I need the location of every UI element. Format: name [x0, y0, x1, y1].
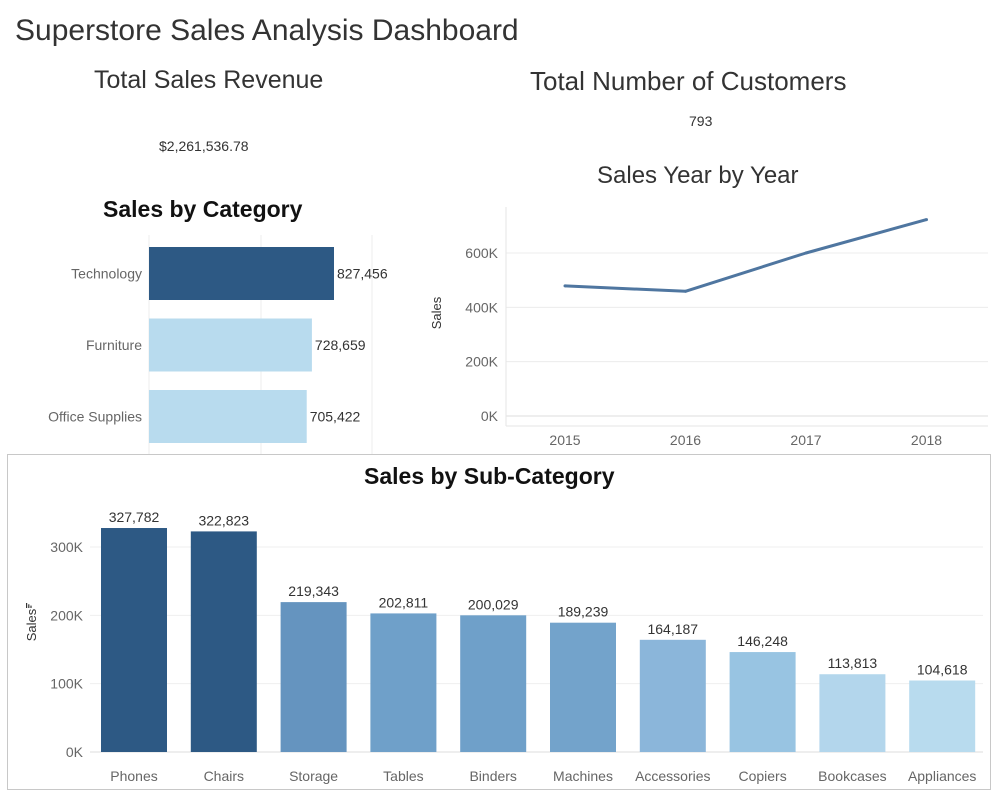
yearly-point [684, 289, 687, 293]
subcategory-xtick-label: Bookcases [818, 768, 886, 784]
yearly-xtick-label: 2017 [790, 432, 821, 448]
yearly-ytick-label: 600K [465, 245, 498, 261]
category-bar [149, 247, 334, 300]
category-chart[interactable]: Technology 827,456 Furniture 728,659 Office … [0, 225, 420, 455]
subcategory-bar [729, 652, 796, 752]
yearly-chart-title: Sales Year by Year [597, 162, 799, 189]
subcategory-xtick-label: Copiers [738, 768, 786, 784]
subcategory-panel [7, 454, 991, 790]
yearly-ytick-label: 200K [465, 354, 498, 370]
subcategory-xtick-label: Tables [383, 768, 423, 784]
subcategory-xtick-label: Storage [289, 768, 338, 784]
subcategory-ytick-label: 300K [50, 539, 83, 555]
customers-value: 793 [689, 113, 713, 129]
yearly-point [563, 284, 567, 288]
category-label: Furniture [86, 337, 142, 353]
subcategory-bar [370, 613, 437, 752]
subcategory-value-label: 104,618 [917, 662, 968, 678]
category-chart-title: Sales by Category [103, 196, 303, 222]
subcategory-ytick-label: 200K [50, 607, 83, 623]
yearly-series-line [564, 218, 927, 293]
subcategory-ytick-label: 0K [66, 744, 84, 760]
category-bar [149, 390, 307, 443]
subcategory-bar [909, 680, 976, 752]
category-label: Office Supplies [48, 409, 142, 425]
subcategory-value-label: 146,248 [737, 633, 788, 649]
category-bar [149, 318, 312, 372]
subcategory-xtick-label: Chairs [204, 768, 244, 784]
category-value-label: 827,456 [337, 266, 388, 282]
yearly-chart[interactable]: 0K 200K 400K 600K Sales 2015 2016 2017 2018 [420, 195, 993, 457]
subcategory-xtick-label: Accessories [635, 768, 710, 784]
category-value-label: 705,422 [310, 409, 361, 425]
subcategory-value-label: 189,239 [558, 604, 609, 620]
yearly-xtick-label: 2016 [670, 432, 701, 448]
category-label: Technology [71, 266, 142, 282]
subcategory-xtick-label: Machines [553, 768, 613, 784]
dashboard-title: Superstore Sales Analysis Dashboard [15, 14, 519, 47]
subcategory-bar [550, 622, 616, 752]
subcategory-value-label: 327,782 [109, 509, 160, 525]
subcategory-bar [190, 531, 257, 752]
customers-title: Total Number of Customers [530, 66, 847, 96]
yearly-ylabel: Sales [429, 296, 444, 329]
subcategory-value-label: 113,813 [828, 655, 878, 671]
yearly-xtick-label: 2018 [911, 432, 942, 448]
yearly-ytick-label: 400K [465, 299, 498, 315]
subcategory-value-label: 219,343 [288, 583, 339, 599]
subcategory-chart-title: Sales by Sub-Category [364, 463, 615, 489]
subcategory-xtick-label: Phones [110, 768, 157, 784]
yearly-point [804, 251, 808, 255]
subcategory-xtick-label: Appliances [908, 768, 977, 784]
subcategory-bar [101, 528, 167, 752]
subcategory-ytick-label: 100K [50, 676, 83, 692]
subcategory-chart[interactable]: 0K 100K 200K 300K Sales 327,782 Phones 322,823 C… [8, 500, 990, 789]
revenue-value: $2,261,536.78 [159, 138, 249, 154]
subcategory-bar [639, 639, 706, 752]
subcategory-value-label: 164,187 [647, 621, 698, 637]
subcategory-value-label: 200,029 [468, 596, 519, 612]
yearly-ytick-label: 0K [481, 408, 499, 424]
revenue-title: Total Sales Revenue [94, 66, 324, 94]
subcategory-bar [819, 674, 886, 752]
sort-icon[interactable] [26, 603, 32, 608]
yearly-point [925, 218, 928, 222]
subcategory-value-label: 202,811 [379, 594, 429, 610]
subcategory-bar [460, 615, 527, 752]
yearly-xtick-label: 2015 [549, 432, 580, 448]
subcategory-value-label: 322,823 [198, 512, 249, 528]
category-value-label: 728,659 [315, 337, 366, 353]
subcategory-ylabel: Sales [24, 608, 39, 641]
subcategory-xtick-label: Binders [469, 768, 516, 784]
subcategory-bar [280, 602, 347, 752]
